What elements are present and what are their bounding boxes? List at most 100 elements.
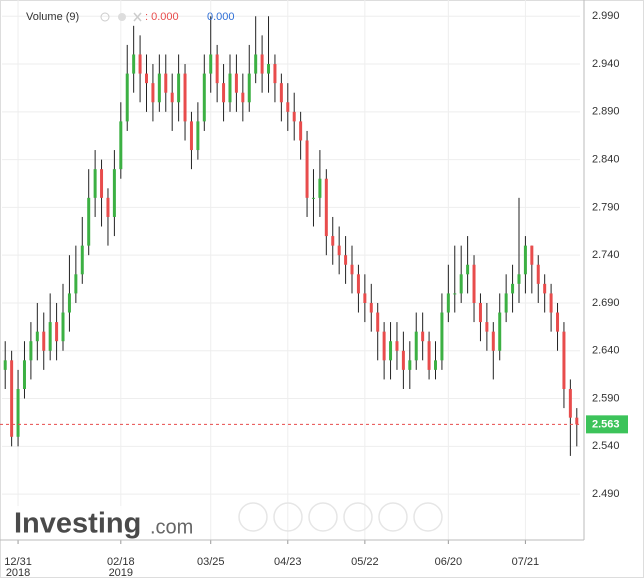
candle-body (427, 341, 431, 370)
candle-body (446, 293, 450, 313)
candle-body (414, 331, 418, 361)
candle-body (376, 312, 380, 332)
candle-body (453, 293, 457, 295)
candle-body (74, 274, 78, 294)
x-tick-label: 12/31 (4, 556, 32, 568)
logo: Investing .com (4, 506, 196, 542)
candle-body (189, 121, 193, 151)
candle-body (177, 73, 181, 103)
candle-body (511, 283, 515, 294)
y-tick-label: 2.940 (592, 58, 620, 70)
candle-body (408, 360, 412, 370)
candle-body (382, 331, 386, 361)
candle-body (305, 140, 309, 198)
y-tick-label: 2.990 (592, 10, 620, 22)
candle-body (138, 54, 142, 74)
candle-body (279, 83, 283, 103)
candle-body (286, 102, 290, 112)
candle-body (55, 322, 59, 342)
candle-body (556, 312, 560, 332)
candles (0, 16, 580, 456)
candle-body (523, 245, 527, 275)
candle-body (125, 73, 129, 122)
candle-body (440, 312, 444, 361)
candle-body (478, 302, 482, 323)
candle-body (209, 54, 213, 74)
tool-button[interactable] (343, 502, 373, 532)
candle-body (324, 178, 328, 237)
candle-body (215, 54, 219, 84)
y-tick-label: 2.640 (592, 345, 620, 357)
candle-body (10, 360, 14, 437)
tool-button[interactable] (238, 502, 268, 532)
candle-body (93, 169, 97, 198)
candle-body (401, 350, 405, 370)
candle-body (389, 341, 393, 361)
candle-body (459, 274, 463, 294)
candle-body (517, 274, 521, 284)
logo-suffix: .com (150, 516, 193, 538)
x-tick-label: 04/23 (274, 556, 302, 568)
logo-bg (4, 506, 196, 542)
toolbar (238, 502, 443, 532)
legend: Volume (9) : 0.000 0.000 (26, 11, 235, 23)
candle-body (112, 169, 116, 217)
candle-body (337, 245, 341, 256)
gear-icon[interactable] (118, 13, 126, 21)
candle-body (106, 197, 110, 217)
candle-body (530, 245, 534, 265)
candle-body (61, 312, 65, 342)
candle-body (299, 121, 303, 141)
candle-body (466, 264, 470, 275)
candle-body (485, 322, 489, 332)
candle-body (48, 322, 52, 351)
candle-body (273, 64, 277, 84)
candle-body (222, 83, 226, 103)
tool-button[interactable] (273, 502, 303, 532)
candle-body (3, 360, 7, 370)
candle-body (151, 83, 155, 103)
y-tick-label: 2.890 (592, 106, 620, 118)
candle-body (67, 293, 71, 313)
candle-body (183, 73, 187, 122)
candle-body (170, 92, 174, 103)
y-tick-label: 2.740 (592, 249, 620, 261)
candle-body (421, 331, 425, 342)
y-tick-label: 2.840 (592, 154, 620, 166)
candle-body (434, 360, 437, 370)
candle-body (498, 312, 502, 351)
eye-icon[interactable] (100, 12, 110, 22)
candle-body (247, 73, 251, 103)
close-icon[interactable] (133, 12, 142, 22)
candle-body (504, 293, 508, 313)
candle-body (491, 331, 495, 351)
tool-button[interactable] (378, 502, 408, 532)
candle-body (22, 360, 26, 389)
legend-name: Volume (9) (26, 11, 79, 23)
y-tick-label: 2.590 (592, 392, 620, 404)
x-tick-label: 06/20 (435, 556, 463, 568)
candle-body (369, 302, 373, 313)
candle-body (16, 388, 20, 437)
candle-body (234, 73, 238, 93)
candle-body (202, 73, 206, 122)
candle-body (549, 293, 553, 313)
y-tick-label: 2.790 (592, 201, 620, 213)
candle-body (562, 331, 566, 389)
y-tick-label: 2.690 (592, 297, 620, 309)
last-price-badge (586, 415, 628, 434)
candle-body (157, 73, 161, 103)
candle-body (350, 264, 354, 275)
candle-body (196, 121, 200, 151)
x-tick-label: 02/18 (107, 556, 135, 568)
candle-body (568, 388, 572, 418)
candle-body (292, 111, 296, 122)
candle-body (241, 92, 245, 103)
tool-button[interactable] (413, 502, 443, 532)
candle-body (472, 264, 476, 303)
candle-body (536, 264, 540, 284)
tool-button[interactable] (308, 502, 338, 532)
candle-body (267, 64, 271, 74)
candle-body (29, 341, 33, 361)
